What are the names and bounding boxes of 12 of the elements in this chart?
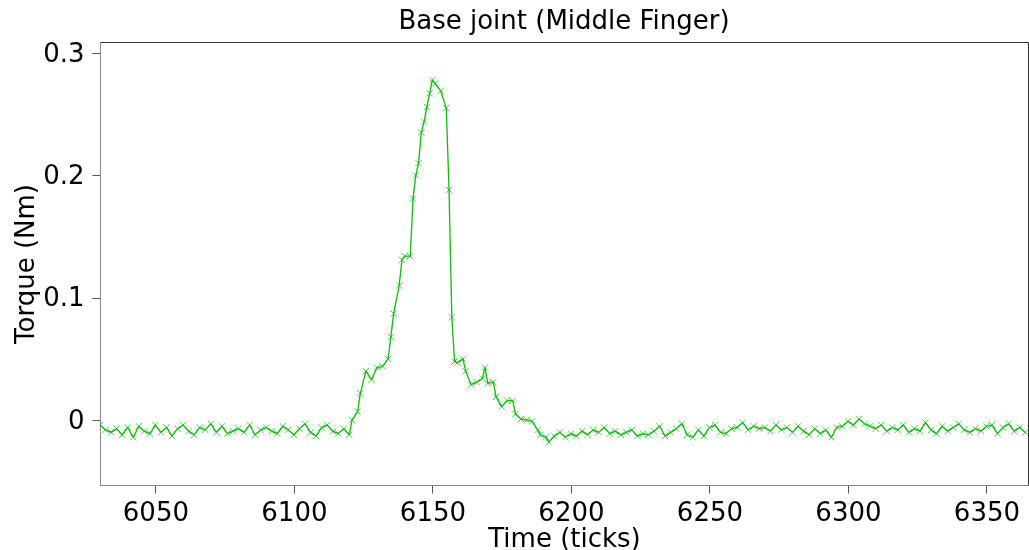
y-tick-label: 0	[67, 404, 85, 435]
x-tick-label: 6050	[122, 496, 189, 527]
x-tick-label: 6100	[261, 496, 328, 527]
chart-title: Base joint (Middle Finger)	[398, 5, 730, 36]
x-tick-label: 6250	[676, 496, 744, 527]
x-tick-label: 6300	[815, 496, 882, 527]
y-tick-label: 0.3	[43, 37, 85, 68]
y-axis-title: Torque (Nm)	[10, 184, 41, 345]
x-tick-label: 6150	[399, 496, 466, 527]
x-tick-label: 6350	[953, 496, 1021, 527]
y-tick-label: 0.2	[43, 159, 85, 190]
y-tick-label: 0.1	[43, 282, 85, 313]
